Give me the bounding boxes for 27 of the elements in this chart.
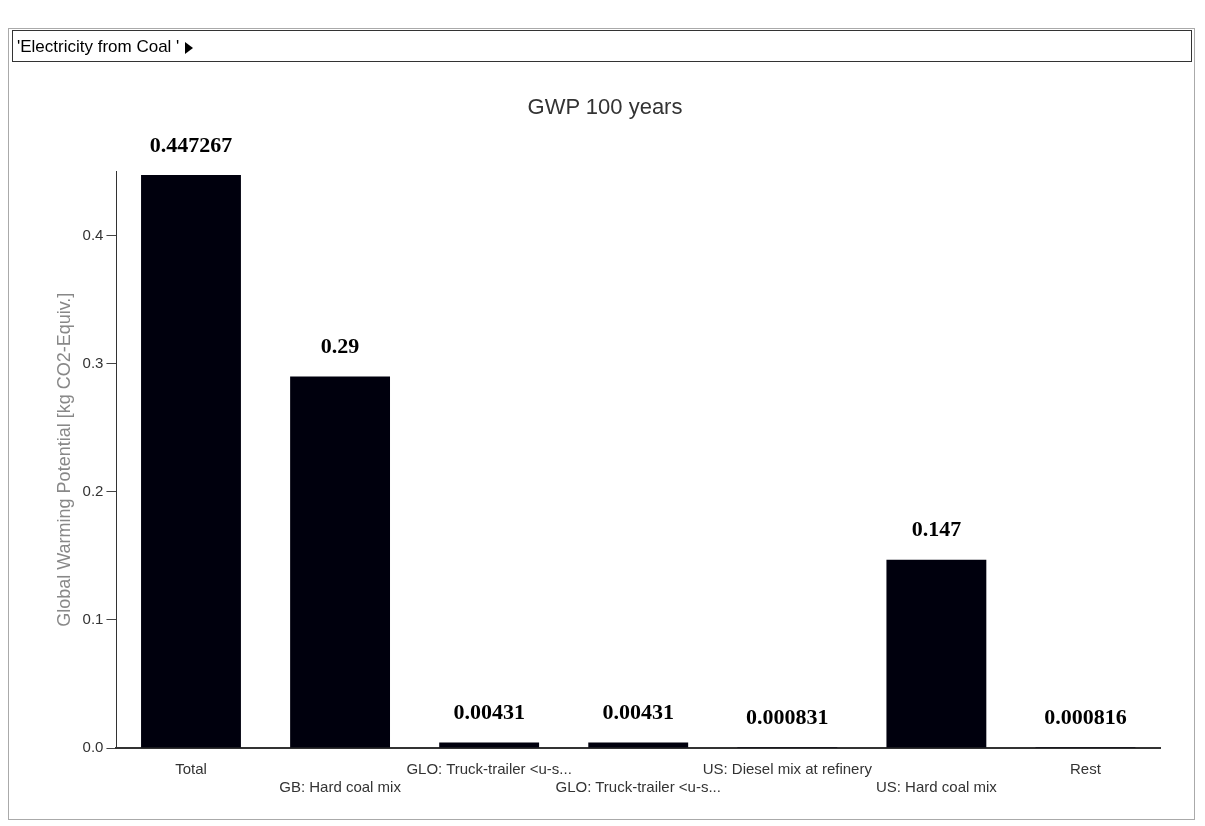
text: 'Electricity from Coal ' xyxy=(17,36,180,58)
y-tick-label: 0.0 xyxy=(82,738,104,756)
x-tick-label: Rest xyxy=(1070,760,1102,778)
x-tick-label: Total xyxy=(175,760,207,778)
y-tick-label: 0.2 xyxy=(82,481,104,499)
data-label: 0.147 xyxy=(911,516,962,542)
bar xyxy=(886,559,987,748)
bar xyxy=(290,376,391,748)
data-label: 0.000831 xyxy=(746,703,829,729)
data-label: 0.000816 xyxy=(1044,703,1127,729)
x-tick-label: GLO: Truck-trailer <u-s... xyxy=(406,760,572,778)
chart-title: GWP 100 years xyxy=(527,94,683,120)
y-tick-label: 0.3 xyxy=(82,353,104,371)
bar xyxy=(439,742,540,748)
x-tick-label: US: Hard coal mix xyxy=(875,778,998,796)
x-tick-label: GB: Hard coal mix xyxy=(279,778,402,796)
y-tick-label: 0.4 xyxy=(82,225,104,243)
y-axis-title: Global Warming Potential [kg CO2-Equiv.] xyxy=(53,292,74,627)
data-label: 0.00431 xyxy=(453,699,525,725)
data-label: 0.29 xyxy=(320,333,360,359)
bar xyxy=(141,174,241,748)
y-tick-label: 0.1 xyxy=(82,610,104,628)
data-label: 0.00431 xyxy=(602,699,674,725)
x-tick-label: US: Diesel mix at refinery xyxy=(702,760,873,778)
data-label: 0.447267 xyxy=(149,131,233,157)
bar xyxy=(588,742,689,748)
x-tick-label: GLO: Truck-trailer <u-s... xyxy=(555,778,721,796)
